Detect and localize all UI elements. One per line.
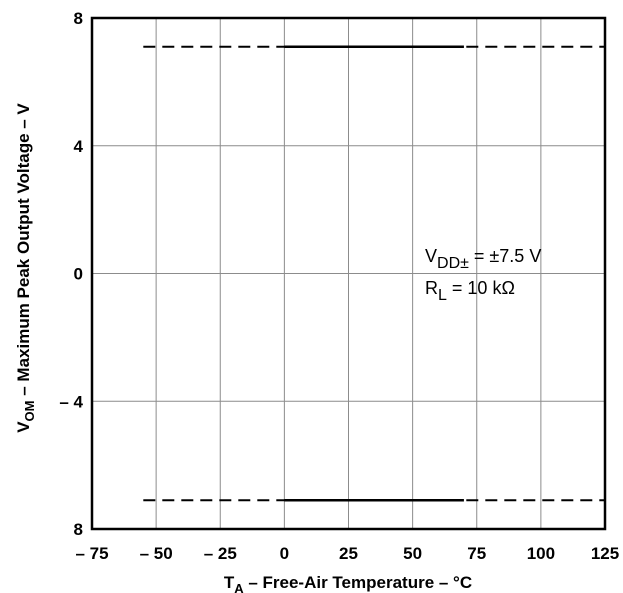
y-tick-label: 8: [74, 520, 83, 539]
x-axis-title-sub: A: [234, 581, 244, 593]
y-tick-label: 4: [74, 137, 84, 156]
annotation-rl-main: R: [425, 278, 438, 298]
conditions-annotation: VDD± = ±7.5 V RL = 10 kΩ: [425, 246, 541, 304]
y-tick-labels: 8 – 4 0 4 8: [59, 9, 83, 539]
y-tick-label: 0: [74, 265, 83, 284]
y-axis-title: VOM – Maximum Peak Output Voltage – V: [14, 103, 37, 433]
y-tick-label: 8: [74, 9, 83, 28]
x-tick-label: – 75: [75, 544, 108, 563]
x-tick-label: 125: [591, 544, 619, 563]
annotation-rl-rest: = 10 kΩ: [447, 278, 515, 298]
x-tick-label: 50: [403, 544, 422, 563]
x-axis-title-rest: – Free-Air Temperature – °C: [244, 573, 473, 592]
series-layer: [143, 45, 605, 502]
y-axis-title-rest: – Maximum Peak Output Voltage – V: [14, 103, 33, 401]
annotation-vdd-sub: DD±: [437, 255, 469, 272]
x-tick-label: – 25: [204, 544, 237, 563]
x-tick-label: 75: [467, 544, 486, 563]
annotation-vdd-rest: = ±7.5 V: [469, 246, 541, 266]
annotation-vdd-main: V: [425, 246, 437, 266]
x-tick-label: 0: [280, 544, 289, 563]
annotation-vdd: VDD± = ±7.5 V: [425, 246, 541, 272]
y-axis-title-main: V: [14, 421, 33, 433]
annotation-rl: RL = 10 kΩ: [425, 278, 515, 304]
plot-frame: [90, 16, 607, 531]
y-tick-label: – 4: [59, 392, 83, 411]
x-tick-labels: – 75 – 50 – 25 0 25 50 75 100 125: [75, 544, 619, 563]
y-axis-title-sub: OM: [22, 400, 37, 421]
annotation-rl-sub: L: [438, 287, 447, 304]
grid-lines: [92, 18, 605, 529]
x-tick-label: 100: [527, 544, 555, 563]
x-tick-label: 25: [339, 544, 358, 563]
x-axis-title: TA – Free-Air Temperature – °C: [224, 573, 472, 593]
x-axis-title-main: T: [224, 573, 235, 592]
x-tick-label: – 50: [140, 544, 173, 563]
